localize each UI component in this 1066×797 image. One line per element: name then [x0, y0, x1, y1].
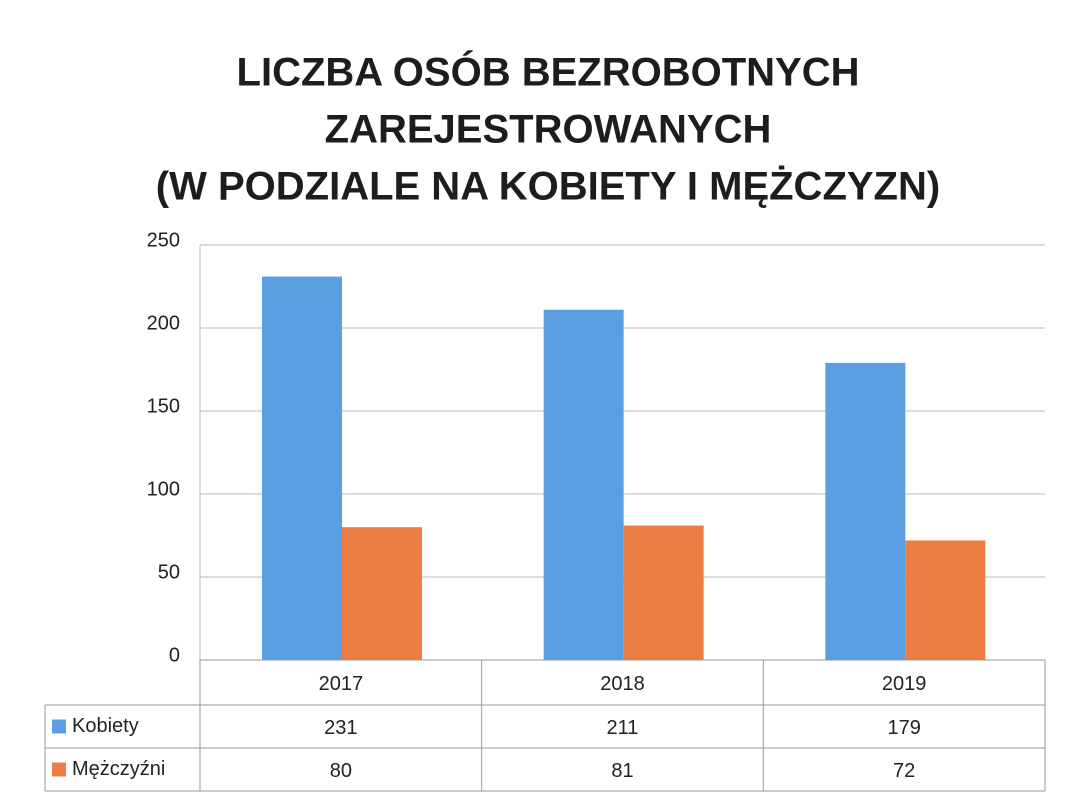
table-value: 72 — [893, 760, 915, 782]
table-value: 211 — [607, 717, 639, 739]
y-tick-label: 0 — [169, 644, 180, 666]
y-tick-label: 150 — [147, 395, 180, 417]
legend-swatch — [52, 762, 66, 777]
y-tick-label: 100 — [147, 478, 180, 500]
table-value: 81 — [611, 760, 633, 782]
bar — [262, 276, 342, 660]
legend-label: Mężczyźni — [72, 758, 165, 780]
legend-label: Kobiety — [72, 715, 139, 737]
x-tick-label: 2018 — [600, 673, 645, 695]
y-tick-label: 50 — [158, 561, 180, 583]
x-tick-label: 2017 — [319, 673, 364, 695]
bar — [905, 540, 986, 660]
chart-title: ZAREJESTROWANYCH — [325, 108, 772, 152]
table-value: 179 — [887, 717, 920, 739]
y-tick-label: 250 — [147, 229, 180, 251]
table-value: 80 — [330, 760, 352, 782]
table-value: 231 — [324, 717, 357, 739]
y-tick-label: 200 — [147, 312, 180, 334]
x-tick-label: 2019 — [882, 673, 927, 695]
chart-title: LICZBA OSÓB BEZROBOTNYCH — [237, 49, 860, 95]
chart-title: (W PODZIALE NA KOBIETY I MĘŻCZYZN) — [156, 165, 940, 209]
bar — [342, 527, 422, 660]
bar — [623, 525, 704, 660]
bar — [543, 309, 624, 660]
bar — [825, 362, 906, 660]
legend-swatch — [52, 719, 66, 734]
